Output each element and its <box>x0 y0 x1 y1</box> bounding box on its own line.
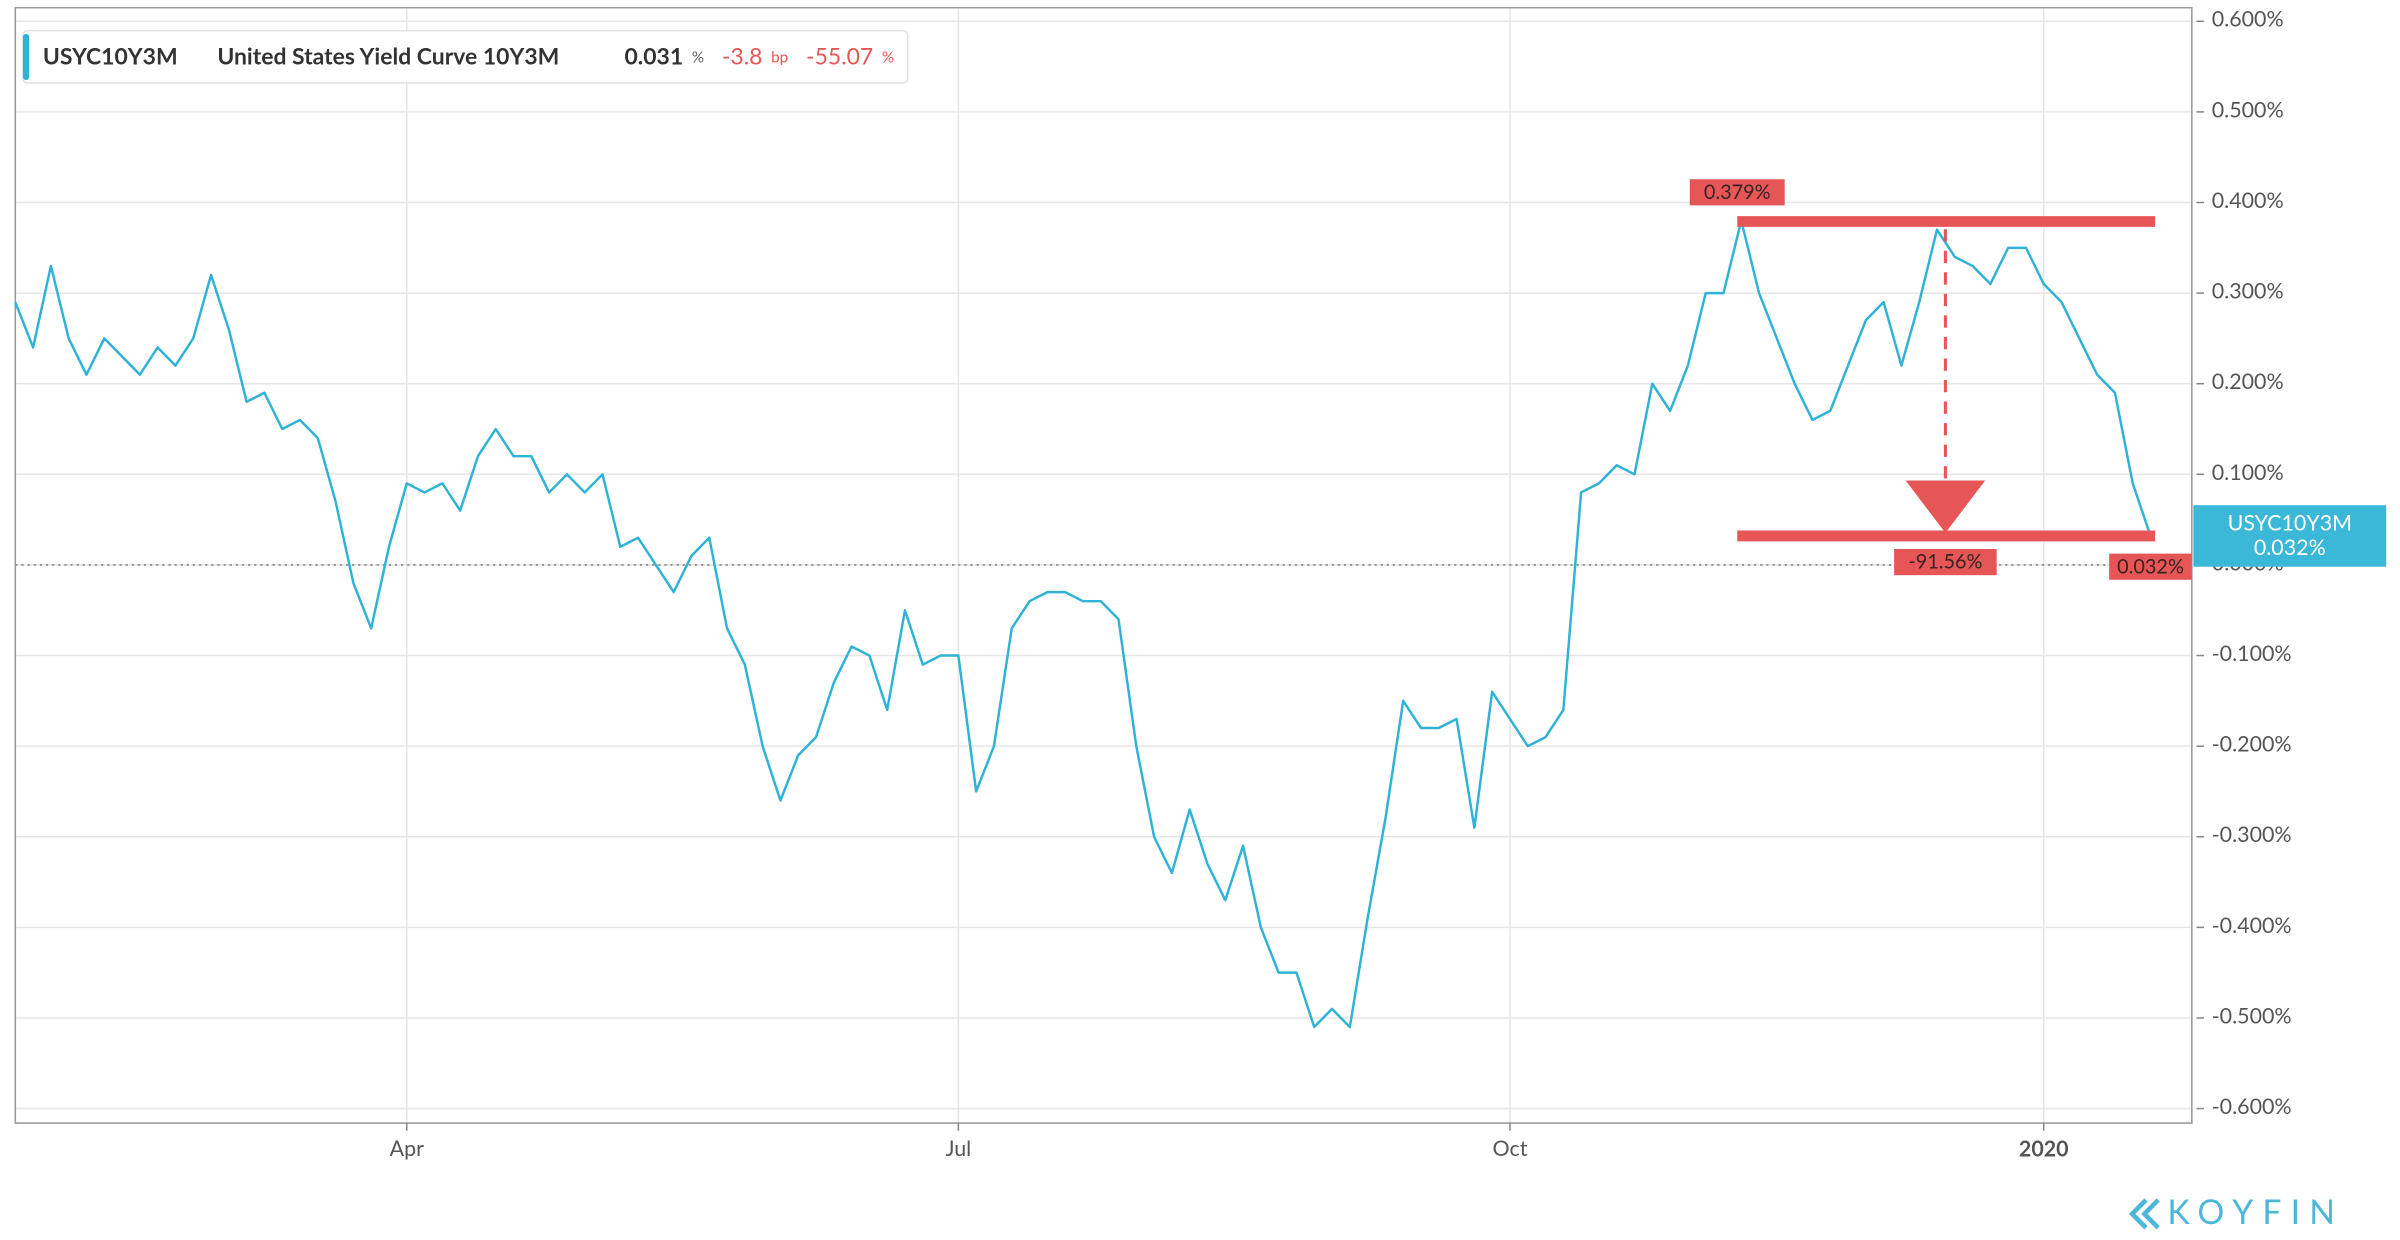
grid <box>15 7 2192 1124</box>
last-value-tag <box>2193 505 2387 567</box>
last-value-tag-symbol: USYC10Y3M <box>2228 510 2352 536</box>
legend-change-unit: bp <box>771 48 788 66</box>
y-tick-label: 0.500% <box>2212 96 2284 122</box>
legend-change-pct-unit: % <box>882 48 894 66</box>
brand-logo: KOYFIN <box>2128 1192 2344 1232</box>
y-tick-label: -0.500% <box>2212 1002 2292 1028</box>
y-tick-label: 0.300% <box>2212 278 2284 304</box>
x-tick-label: Apr <box>390 1135 424 1161</box>
legend-name: United States Yield Curve 10Y3M <box>217 41 559 69</box>
measure-high-label: 0.379% <box>1704 180 1771 204</box>
legend-swatch <box>22 33 30 80</box>
x-tick-label: Oct <box>1492 1135 1527 1161</box>
legend-last: 0.031 <box>624 41 683 69</box>
y-tick-label: -0.300% <box>2212 821 2292 847</box>
y-tick-label: 0.100% <box>2212 459 2284 485</box>
legend-change-pct: -55.07 <box>806 41 873 69</box>
legend-symbol: USYC10Y3M <box>43 41 178 69</box>
series-line <box>14 219 2152 1029</box>
legend: USYC10Y3M United States Yield Curve 10Y3… <box>22 30 909 84</box>
legend-last-unit: % <box>692 48 704 66</box>
measure-change-label-box <box>1894 549 1997 576</box>
legend-change: -3.8 <box>722 41 763 69</box>
y-tick-label: -0.400% <box>2212 912 2292 938</box>
y-tick-label: 0.400% <box>2212 187 2284 213</box>
measure-low-label-box <box>2109 553 2192 580</box>
brand-icon <box>2128 1198 2160 1230</box>
measure-change-label: -91.56% <box>1908 550 1982 574</box>
y-tick-label: 0.200% <box>2212 368 2284 394</box>
measure-high-label-box <box>1689 179 1785 206</box>
plot: 0.379% -91.56% 0.032% <box>14 179 2192 1029</box>
x-tick-label: Jul <box>945 1135 971 1161</box>
x-tick-label: 2020 <box>2019 1135 2069 1161</box>
y-tick-label: 0.600% <box>2212 6 2284 32</box>
y-tick-label: -0.100% <box>2212 640 2292 666</box>
brand-text: KOYFIN <box>2167 1192 2344 1232</box>
y-tick-label: -0.200% <box>2212 731 2292 757</box>
legend-box <box>22 30 909 84</box>
legend-text: USYC10Y3M United States Yield Curve 10Y3… <box>43 41 894 69</box>
measure-low-label: 0.032% <box>2117 554 2184 578</box>
measure-arrow-head <box>1905 480 1986 533</box>
last-value-tag-label: 0.032% <box>2254 534 2326 560</box>
y-tick-label: -0.600% <box>2212 1093 2292 1119</box>
